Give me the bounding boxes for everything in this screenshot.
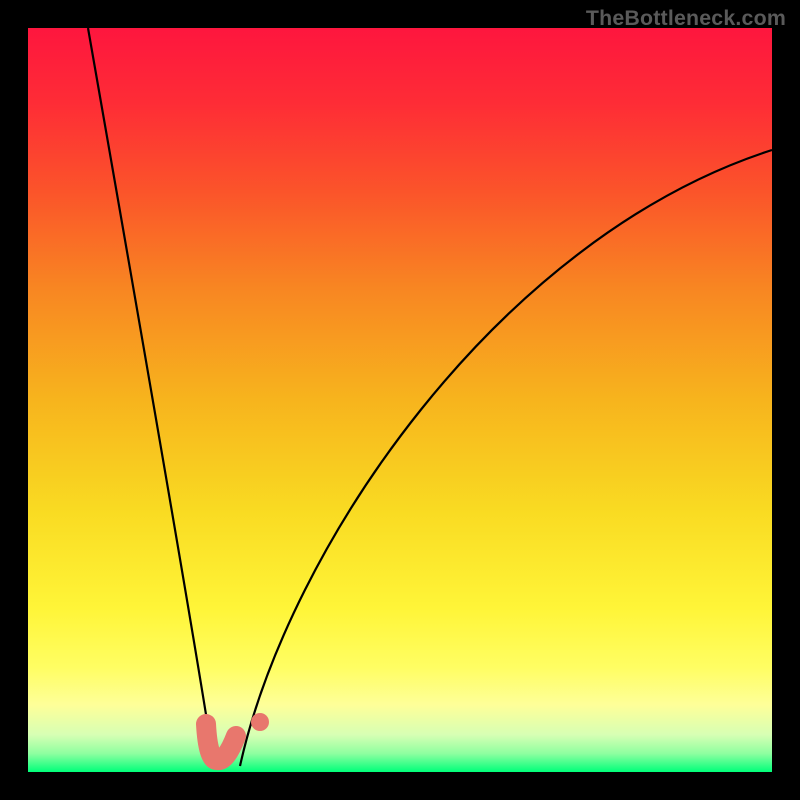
marker-dot: [251, 713, 269, 731]
curve-right: [240, 150, 772, 766]
watermark-text: TheBottleneck.com: [586, 6, 786, 31]
curve-layer: [28, 28, 772, 772]
plot-area: [28, 28, 772, 772]
chart-frame: TheBottleneck.com: [0, 0, 800, 800]
marker-u: [206, 724, 236, 760]
curve-left: [88, 28, 214, 766]
